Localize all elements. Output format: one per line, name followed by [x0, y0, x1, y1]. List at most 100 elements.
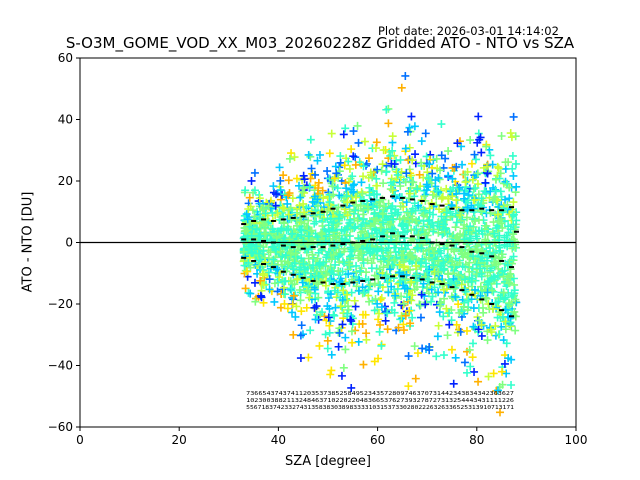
y-tick-label: −20 — [48, 297, 73, 311]
scatter-point — [306, 326, 315, 335]
scatter-point — [408, 156, 417, 165]
scatter-point — [329, 190, 338, 199]
scatter-point — [390, 243, 399, 252]
scatter-point — [469, 252, 478, 261]
scatter-point — [305, 182, 314, 191]
scatter-point — [288, 229, 297, 238]
scatter-point — [292, 302, 301, 311]
scatter-point — [368, 187, 377, 196]
scatter-point — [472, 242, 481, 251]
scatter-point — [243, 267, 252, 276]
scatter-point — [356, 201, 365, 210]
scatter-point — [298, 187, 307, 196]
count-row: 5567183742332743135838303898333310315373… — [246, 405, 514, 411]
scatter-point — [425, 342, 434, 351]
scatter-point — [268, 243, 277, 252]
scatter-point — [463, 196, 472, 205]
scatter-point — [352, 200, 361, 209]
scatter-point — [295, 286, 304, 295]
scatter-point — [366, 168, 375, 177]
scatter-point — [281, 242, 290, 251]
scatter-point — [241, 266, 250, 275]
scatter-point — [325, 149, 334, 158]
scatter-point — [351, 160, 360, 169]
scatter-point — [477, 320, 486, 329]
scatter-point — [401, 245, 410, 254]
scatter-point — [311, 315, 320, 324]
scatter-point — [463, 368, 472, 377]
scatter-point — [476, 282, 485, 291]
scatter-point — [448, 192, 457, 201]
scatter-point — [442, 304, 451, 313]
scatter-point — [468, 353, 477, 362]
scatter-point — [509, 171, 518, 180]
scatter-point — [307, 226, 316, 235]
scatter-point — [365, 191, 374, 200]
scatter-point — [452, 162, 461, 171]
scatter-point — [501, 293, 510, 302]
scatter-point — [283, 304, 292, 313]
scatter-point — [373, 165, 382, 174]
scatter-point — [483, 288, 492, 297]
scatter-point — [285, 154, 294, 163]
series-point — [310, 246, 316, 249]
scatter-point — [335, 191, 344, 200]
scatter-point — [483, 169, 492, 178]
series-point — [469, 209, 475, 212]
scatter-point — [476, 248, 485, 257]
scatter-point — [491, 322, 500, 331]
scatter-point — [488, 286, 497, 295]
scatter-point — [467, 277, 476, 286]
scatter-point — [284, 210, 293, 219]
scatter-point — [469, 322, 478, 331]
scatter-point — [323, 167, 332, 176]
scatter-point — [283, 199, 292, 208]
scatter-point — [505, 279, 514, 288]
scatter-point — [421, 230, 430, 239]
scatter-point — [264, 268, 273, 277]
scatter-point — [442, 208, 451, 217]
scatter-point — [432, 154, 441, 163]
scatter-point — [490, 273, 499, 282]
series-point — [290, 216, 296, 219]
scatter-point — [452, 218, 461, 227]
scatter-point — [411, 150, 420, 159]
scatter-point — [374, 287, 383, 296]
scatter-point — [452, 234, 461, 243]
scatter-point — [482, 142, 491, 151]
scatter-point — [359, 172, 368, 181]
scatter-point — [244, 258, 253, 267]
scatter-point — [477, 148, 486, 157]
scatter-point — [312, 302, 321, 311]
scatter-point — [355, 251, 364, 260]
series-point — [459, 246, 465, 249]
scatter-point — [351, 302, 360, 311]
scatter-point — [451, 223, 460, 232]
scatter-point — [308, 250, 317, 259]
scatter-point — [417, 158, 426, 167]
scatter-point — [288, 194, 297, 203]
scatter-point — [372, 174, 381, 183]
scatter-point — [406, 265, 415, 274]
scatter-point — [425, 208, 434, 217]
scatter-point — [350, 180, 359, 189]
scatter-point — [408, 313, 417, 322]
scatter-point — [315, 341, 324, 350]
scatter-point — [488, 304, 497, 313]
scatter-point — [259, 205, 268, 214]
scatter-point — [464, 191, 473, 200]
scatter-point — [276, 176, 285, 185]
scatter-point — [410, 342, 419, 351]
scatter-point — [464, 226, 473, 235]
series-point — [360, 239, 366, 242]
chart-title: S-O3M_GOME_VOD_XX_M03_20260228Z Gridded … — [65, 34, 575, 52]
scatter-point — [489, 218, 498, 227]
scatter-point — [511, 326, 520, 335]
scatter-point — [339, 363, 348, 372]
scatter-point — [442, 184, 451, 193]
scatter-point — [364, 154, 373, 163]
y-axis-label: ATO - NTO [DU] — [20, 191, 36, 293]
scatter-point — [370, 279, 379, 288]
scatter-point — [403, 284, 412, 293]
scatter-point — [256, 291, 265, 300]
